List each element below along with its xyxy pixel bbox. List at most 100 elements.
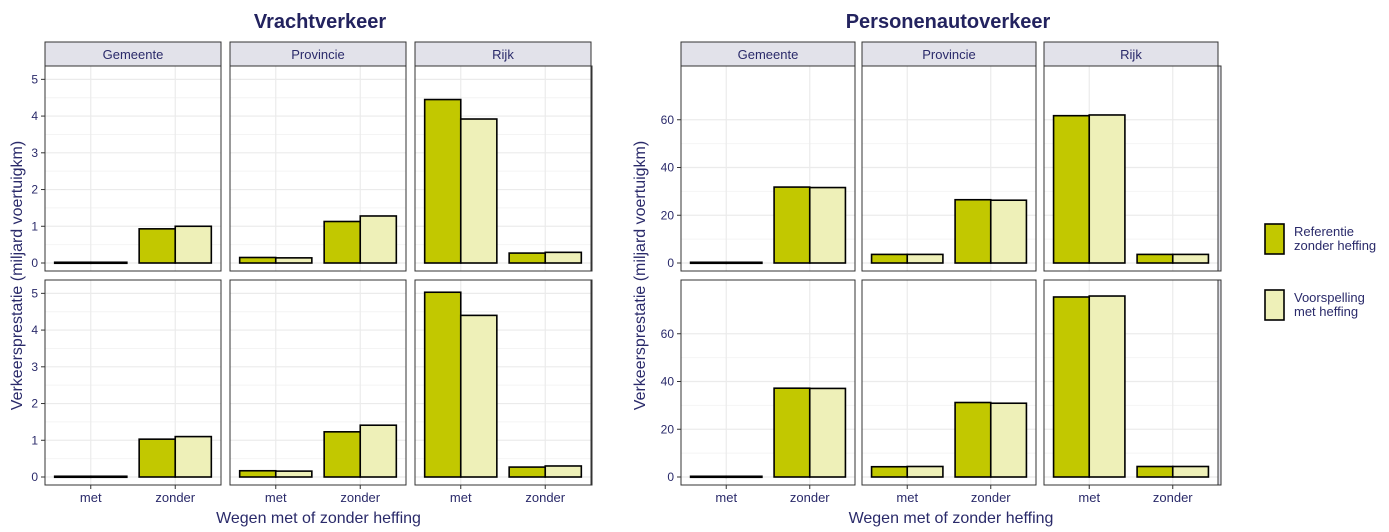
legend-label: Referentie	[1294, 224, 1354, 239]
bar-provincie-hoog-zonder-referentie	[954, 401, 992, 478]
x-axis-title: Wegen met of zonder heffing	[216, 510, 421, 527]
bar-rijk-laag-zonder-referentie	[1136, 253, 1174, 264]
bar-provincie-hoog-zonder-voorspelling	[989, 402, 1028, 478]
bar-provincie-hoog-met-referentie	[870, 465, 909, 478]
y-tick-label: 3	[31, 146, 38, 160]
panel-border	[414, 65, 592, 272]
bar-provincie-laag-zonder-voorspelling	[989, 199, 1028, 264]
facet-strip-gemeente	[680, 41, 856, 67]
legend-label: zonder heffing	[1294, 238, 1376, 253]
facet-label: Gemeente	[103, 47, 164, 62]
chart-group-0: VrachtverkeerGemeenteProvincieRijklaag01…	[9, 11, 593, 527]
bar-rijk-laag-met-voorspelling	[459, 118, 498, 264]
panel-rijk-laag	[1043, 65, 1219, 272]
y-tick-label: 0	[31, 470, 38, 484]
legend-label: Voorspelling	[1294, 290, 1365, 305]
panel-rijk-hoog: met zonder	[414, 279, 592, 505]
panel-border	[861, 65, 1037, 272]
bar-provincie-hoog-zonder-referentie	[323, 431, 362, 478]
bar-rijk-laag-met-referentie	[423, 98, 462, 264]
bar-provincie-laag-zonder-referentie	[954, 198, 992, 264]
panel-gemeente-hoog: met zonder	[680, 279, 856, 505]
panel-border	[44, 279, 222, 486]
bar-rijk-hoog-zonder-voorspelling	[1171, 465, 1210, 478]
facet-label: Provincie	[922, 47, 975, 62]
bar-gemeente-laag-met-voorspelling	[89, 261, 128, 265]
bar-provincie-hoog-zonder-voorspelling	[359, 424, 398, 478]
x-tick-label: zonder	[1153, 490, 1193, 505]
bar-rijk-hoog-zonder-voorspelling	[544, 465, 583, 478]
bar-rijk-laag-met-voorspelling	[1088, 114, 1126, 264]
bar-gemeente-hoog-zonder-referentie	[138, 438, 177, 478]
chart-title: Personenautoverkeer	[846, 11, 1051, 33]
bar-gemeente-laag-met-referentie	[53, 261, 92, 265]
y-tick-label: 40	[661, 375, 675, 389]
x-tick-label: met	[715, 490, 737, 505]
panel-border	[229, 65, 407, 272]
bar-provincie-hoog-met-referentie	[238, 469, 277, 478]
y-tick-label: 1	[31, 219, 38, 233]
bar-gemeente-laag-zonder-referentie	[773, 186, 811, 264]
facet-label: Provincie	[291, 47, 344, 62]
y-tick-label: 3	[31, 360, 38, 374]
bar-rijk-hoog-zonder-referentie	[508, 466, 547, 478]
bar-provincie-laag-met-referentie	[870, 253, 909, 264]
bar-rijk-laag-met-referentie	[1052, 114, 1091, 264]
bar-gemeente-hoog-zonder-voorspelling	[808, 387, 847, 478]
x-tick-label: zonder	[971, 490, 1011, 505]
bar-rijk-laag-zonder-voorspelling	[544, 251, 583, 264]
panel-border	[1043, 65, 1219, 272]
facet-strip-gemeente	[44, 41, 222, 67]
panel-rijk-laag	[414, 65, 592, 272]
panel-border	[44, 65, 222, 272]
y-tick-label: 0	[667, 256, 674, 270]
y-tick-label: 5	[31, 72, 38, 86]
bar-rijk-laag-zonder-voorspelling	[1171, 253, 1210, 264]
y-tick-label: 20	[661, 422, 675, 436]
bar-rijk-hoog-met-voorspelling	[1088, 295, 1126, 478]
y-tick-label: 4	[31, 109, 38, 123]
y-tick-label: 0	[31, 256, 38, 270]
facet-strip-provincie	[229, 41, 407, 67]
bar-rijk-hoog-met-referentie	[1052, 296, 1091, 478]
y-tick-label: 60	[661, 327, 675, 341]
bar-provincie-laag-zonder-voorspelling	[359, 215, 398, 264]
x-tick-label: met	[80, 490, 102, 505]
chart-group-1: Personenautoverkeer Gemeente Provincie Rijk…	[632, 11, 1222, 527]
y-tick-label: 20	[661, 208, 675, 222]
x-tick-label: zonder	[790, 490, 830, 505]
y-tick-label: 40	[661, 161, 675, 175]
bar-rijk-hoog-zonder-referentie	[1136, 465, 1174, 478]
panel-provincie-hoog: met zonder	[861, 279, 1037, 505]
x-tick-label: met	[896, 490, 918, 505]
panel-border	[414, 279, 592, 486]
y-tick-label: 0	[667, 470, 674, 484]
bar-gemeente-hoog-met-referentie	[689, 475, 728, 479]
x-tick-label: met	[265, 490, 287, 505]
y-tick-label: 2	[31, 397, 38, 411]
panel-gemeente-laag	[680, 65, 856, 272]
bar-gemeente-laag-met-referentie	[689, 261, 728, 265]
y-tick-label: 4	[31, 323, 38, 337]
bar-provincie-laag-zonder-referentie	[323, 220, 362, 264]
x-tick-label: met	[450, 490, 472, 505]
panel-gemeente-laag	[44, 65, 222, 272]
bar-gemeente-laag-zonder-voorspelling	[808, 186, 847, 264]
facet-strip-provincie	[861, 41, 1037, 67]
y-tick-label: 2	[31, 183, 38, 197]
x-axis-title: Wegen met of zonder heffing	[849, 510, 1054, 527]
facet-label: Rijk	[492, 47, 514, 62]
bar-gemeente-hoog-zonder-voorspelling	[174, 435, 213, 478]
bar-gemeente-laag-zonder-referentie	[138, 228, 177, 264]
bar-gemeente-laag-met-voorspelling	[725, 261, 763, 265]
bar-rijk-hoog-met-voorspelling	[459, 314, 498, 478]
y-tick-label: 5	[31, 286, 38, 300]
x-tick-label: met	[1078, 490, 1100, 505]
panel-provincie-laag	[229, 65, 407, 272]
y-axis-title: Verkeersprestatie (miljard voertuigkm)	[9, 141, 26, 410]
panel-border	[229, 279, 407, 486]
facet-label: Gemeente	[738, 47, 799, 62]
bar-provincie-laag-met-voorspelling	[274, 257, 313, 264]
panel-gemeente-hoog: met zonder	[44, 279, 222, 505]
